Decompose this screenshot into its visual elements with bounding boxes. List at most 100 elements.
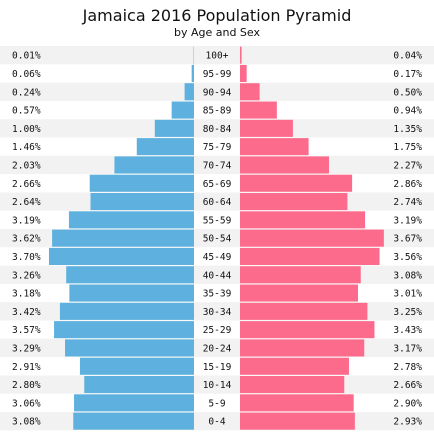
right-bar	[240, 101, 277, 119]
age-group-label: 70-74	[203, 160, 232, 171]
left-bar	[79, 357, 194, 375]
right-bar	[240, 193, 348, 211]
right-value-label: 0.94%	[393, 106, 422, 117]
left-value-label: 3.08%	[12, 417, 41, 428]
left-value-label: 2.64%	[12, 197, 41, 208]
left-bar	[84, 376, 194, 394]
right-bar	[240, 247, 380, 265]
left-value-label: 3.62%	[12, 234, 41, 245]
left-value-label: 2.66%	[12, 179, 41, 190]
right-value-label: 3.67%	[393, 234, 422, 245]
right-value-label: 2.66%	[393, 380, 422, 391]
right-value-label: 1.75%	[393, 142, 422, 153]
left-value-label: 3.18%	[12, 289, 41, 300]
left-bar	[89, 174, 194, 192]
right-bar	[240, 302, 368, 320]
age-group-label: 45-49	[203, 252, 232, 263]
right-bar	[240, 119, 293, 137]
right-value-label: 1.35%	[393, 124, 422, 135]
age-group-label: 15-19	[203, 362, 232, 373]
right-value-label: 2.27%	[393, 160, 422, 171]
age-group-label: 80-84	[203, 124, 232, 135]
right-bar	[240, 321, 375, 339]
row-stripe	[0, 82, 434, 101]
age-group-label: 95-99	[203, 69, 232, 80]
age-group-label: 50-54	[203, 234, 232, 245]
left-bar	[74, 394, 194, 412]
left-bar	[154, 119, 194, 137]
left-value-label: 3.19%	[12, 215, 41, 226]
left-bar	[90, 193, 194, 211]
right-value-label: 3.25%	[393, 307, 422, 318]
age-group-label: 85-89	[203, 106, 232, 117]
right-bar	[240, 229, 384, 247]
left-value-label: 0.06%	[12, 69, 41, 80]
right-bar	[240, 394, 354, 412]
right-value-label: 2.78%	[393, 362, 422, 373]
right-bar	[240, 412, 355, 430]
right-value-label: 3.56%	[393, 252, 422, 263]
right-value-label: 2.74%	[393, 197, 422, 208]
right-bar	[240, 83, 260, 101]
right-bar	[240, 174, 353, 192]
left-value-label: 1.46%	[12, 142, 41, 153]
left-bar	[59, 302, 194, 320]
age-group-label: 35-39	[203, 289, 232, 300]
left-bar	[136, 138, 194, 156]
left-bar	[66, 266, 194, 284]
left-bar	[68, 211, 194, 229]
row-stripe	[0, 46, 434, 65]
left-bar	[171, 101, 194, 119]
right-value-label: 2.90%	[393, 398, 422, 409]
right-bar	[240, 46, 242, 64]
left-value-label: 3.70%	[12, 252, 41, 263]
right-bar	[240, 266, 361, 284]
left-bar	[73, 412, 194, 430]
left-bar	[48, 247, 195, 265]
right-bar	[240, 138, 309, 156]
age-group-label: 30-34	[203, 307, 232, 318]
age-group-label: 75-79	[203, 142, 232, 153]
left-value-label: 2.91%	[12, 362, 41, 373]
left-value-label: 3.06%	[12, 398, 41, 409]
right-bar	[240, 339, 365, 357]
left-value-label: 3.42%	[12, 307, 41, 318]
left-value-label: 0.57%	[12, 106, 41, 117]
age-group-label: 20-24	[203, 343, 232, 354]
age-group-label: 0-4	[208, 417, 225, 428]
left-value-label: 2.80%	[12, 380, 41, 391]
left-bar	[191, 64, 194, 82]
right-bar	[240, 357, 349, 375]
right-bar	[240, 284, 358, 302]
left-value-label: 0.01%	[12, 51, 41, 62]
right-value-label: 2.86%	[393, 179, 422, 190]
left-bar	[69, 284, 194, 302]
left-bar	[184, 83, 194, 101]
right-value-label: 0.17%	[393, 69, 422, 80]
right-value-label: 3.08%	[393, 270, 422, 281]
age-group-label: 25-29	[203, 325, 232, 336]
right-value-label: 3.01%	[393, 289, 422, 300]
age-group-label: 60-64	[203, 197, 232, 208]
right-bar	[240, 156, 329, 174]
right-bar	[240, 376, 345, 394]
right-value-label: 3.19%	[393, 215, 422, 226]
left-value-label: 2.03%	[12, 160, 41, 171]
right-value-label: 2.93%	[393, 417, 422, 428]
age-group-label: 55-59	[203, 215, 232, 226]
left-value-label: 1.00%	[12, 124, 41, 135]
left-value-label: 3.57%	[12, 325, 41, 336]
left-bar	[114, 156, 194, 174]
right-value-label: 3.43%	[393, 325, 422, 336]
age-group-label: 10-14	[203, 380, 232, 391]
left-value-label: 3.26%	[12, 270, 41, 281]
right-value-label: 3.17%	[393, 343, 422, 354]
age-group-label: 5-9	[208, 398, 225, 409]
left-bar	[65, 339, 194, 357]
right-value-label: 0.50%	[393, 87, 422, 98]
left-value-label: 0.24%	[12, 87, 41, 98]
age-group-label: 65-69	[203, 179, 232, 190]
age-group-label: 90-94	[203, 87, 232, 98]
left-value-label: 3.29%	[12, 343, 41, 354]
